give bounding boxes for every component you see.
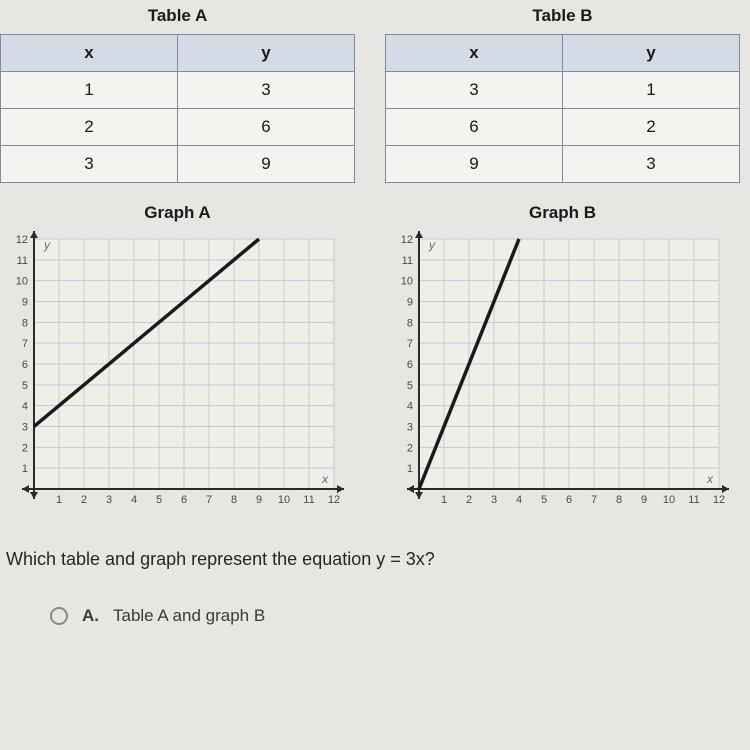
- svg-text:1: 1: [56, 494, 62, 506]
- svg-text:1: 1: [22, 463, 28, 475]
- svg-text:x: x: [321, 472, 329, 486]
- svg-text:3: 3: [491, 494, 497, 506]
- svg-text:y: y: [43, 238, 51, 252]
- svg-text:12: 12: [16, 234, 28, 246]
- svg-text:12: 12: [713, 494, 725, 506]
- table-a-col-x: x: [1, 35, 178, 72]
- svg-text:3: 3: [407, 422, 413, 434]
- svg-text:12: 12: [328, 494, 340, 506]
- table-a-header-row: x y: [1, 35, 355, 72]
- svg-text:11: 11: [402, 255, 413, 267]
- graph-b-title: Graph B: [385, 203, 740, 223]
- svg-text:9: 9: [641, 494, 647, 506]
- svg-text:2: 2: [407, 442, 413, 454]
- option-a-letter: A.: [82, 606, 99, 626]
- svg-text:10: 10: [663, 494, 675, 506]
- svg-text:11: 11: [303, 494, 314, 506]
- table-b-col-x: x: [386, 35, 563, 72]
- svg-text:4: 4: [131, 494, 137, 506]
- question-text: Which table and graph represent the equa…: [0, 519, 750, 570]
- table-row: 62: [386, 109, 740, 146]
- svg-text:7: 7: [22, 338, 28, 350]
- svg-text:2: 2: [22, 442, 28, 454]
- svg-text:9: 9: [407, 297, 413, 309]
- svg-text:12: 12: [401, 234, 413, 246]
- table-row: 13: [1, 72, 355, 109]
- svg-text:11: 11: [17, 255, 28, 267]
- table-b: x y 31 62 93: [385, 34, 740, 183]
- graph-b-block: Graph B 123456789101112123456789101112yx: [385, 203, 740, 519]
- svg-text:5: 5: [407, 380, 413, 392]
- svg-text:6: 6: [22, 359, 28, 371]
- table-b-block: Table B x y 31 62 93: [385, 6, 740, 183]
- svg-text:8: 8: [231, 494, 237, 506]
- svg-text:8: 8: [407, 317, 413, 329]
- svg-text:x: x: [706, 472, 714, 486]
- table-row: 93: [386, 146, 740, 183]
- option-a[interactable]: A. Table A and graph B: [0, 570, 750, 626]
- svg-text:8: 8: [616, 494, 622, 506]
- svg-text:2: 2: [81, 494, 87, 506]
- radio-icon[interactable]: [50, 607, 68, 625]
- svg-text:4: 4: [407, 401, 413, 413]
- table-b-title: Table B: [385, 6, 740, 26]
- svg-text:4: 4: [22, 401, 28, 413]
- table-row: 39: [1, 146, 355, 183]
- svg-text:5: 5: [156, 494, 162, 506]
- svg-text:8: 8: [22, 317, 28, 329]
- table-a-title: Table A: [0, 6, 355, 26]
- svg-text:10: 10: [401, 276, 413, 288]
- svg-text:7: 7: [591, 494, 597, 506]
- svg-text:1: 1: [441, 494, 447, 506]
- graph-a-block: Graph A 123456789101112123456789101112yx: [0, 203, 355, 519]
- table-row: 26: [1, 109, 355, 146]
- svg-text:4: 4: [516, 494, 522, 506]
- graph-a-title: Graph A: [0, 203, 355, 223]
- table-a-block: Table A x y 13 26 39: [0, 6, 355, 183]
- svg-text:6: 6: [566, 494, 572, 506]
- svg-text:10: 10: [278, 494, 290, 506]
- svg-text:10: 10: [16, 276, 28, 288]
- table-a-col-y: y: [178, 35, 355, 72]
- svg-text:7: 7: [407, 338, 413, 350]
- table-row: 31: [386, 72, 740, 109]
- table-b-col-y: y: [563, 35, 740, 72]
- svg-text:11: 11: [688, 494, 699, 506]
- svg-text:3: 3: [106, 494, 112, 506]
- table-b-header-row: x y: [386, 35, 740, 72]
- graph-a: 123456789101112123456789101112yx: [0, 229, 350, 519]
- svg-text:7: 7: [206, 494, 212, 506]
- graph-b: 123456789101112123456789101112yx: [385, 229, 735, 519]
- svg-text:1: 1: [407, 463, 413, 475]
- svg-text:3: 3: [22, 422, 28, 434]
- svg-text:9: 9: [22, 297, 28, 309]
- svg-text:6: 6: [407, 359, 413, 371]
- svg-text:2: 2: [466, 494, 472, 506]
- svg-text:y: y: [428, 238, 436, 252]
- table-a: x y 13 26 39: [0, 34, 355, 183]
- svg-text:5: 5: [22, 380, 28, 392]
- svg-text:9: 9: [256, 494, 262, 506]
- svg-text:6: 6: [181, 494, 187, 506]
- svg-text:5: 5: [541, 494, 547, 506]
- option-a-text: Table A and graph B: [113, 606, 265, 626]
